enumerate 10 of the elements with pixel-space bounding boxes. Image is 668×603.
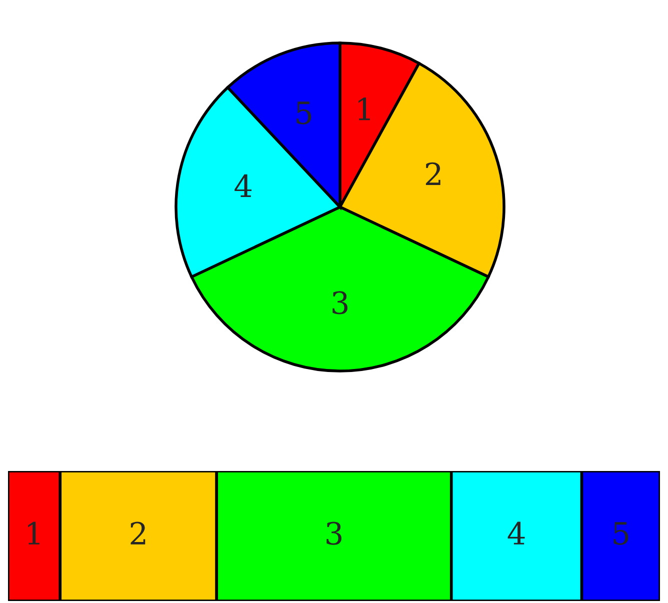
series-label: 4 bbox=[508, 522, 525, 544]
slice-label: 1 bbox=[358, 97, 370, 120]
series-label: 1 bbox=[28, 522, 40, 544]
series-label: 2 bbox=[130, 522, 146, 544]
series-label: 5 bbox=[614, 522, 628, 545]
slice-label: 3 bbox=[332, 291, 348, 314]
slice-label: 2 bbox=[426, 162, 440, 186]
slice-label: 4 bbox=[234, 174, 252, 197]
slice-label: 5 bbox=[296, 102, 312, 124]
series-label: 3 bbox=[326, 522, 342, 545]
